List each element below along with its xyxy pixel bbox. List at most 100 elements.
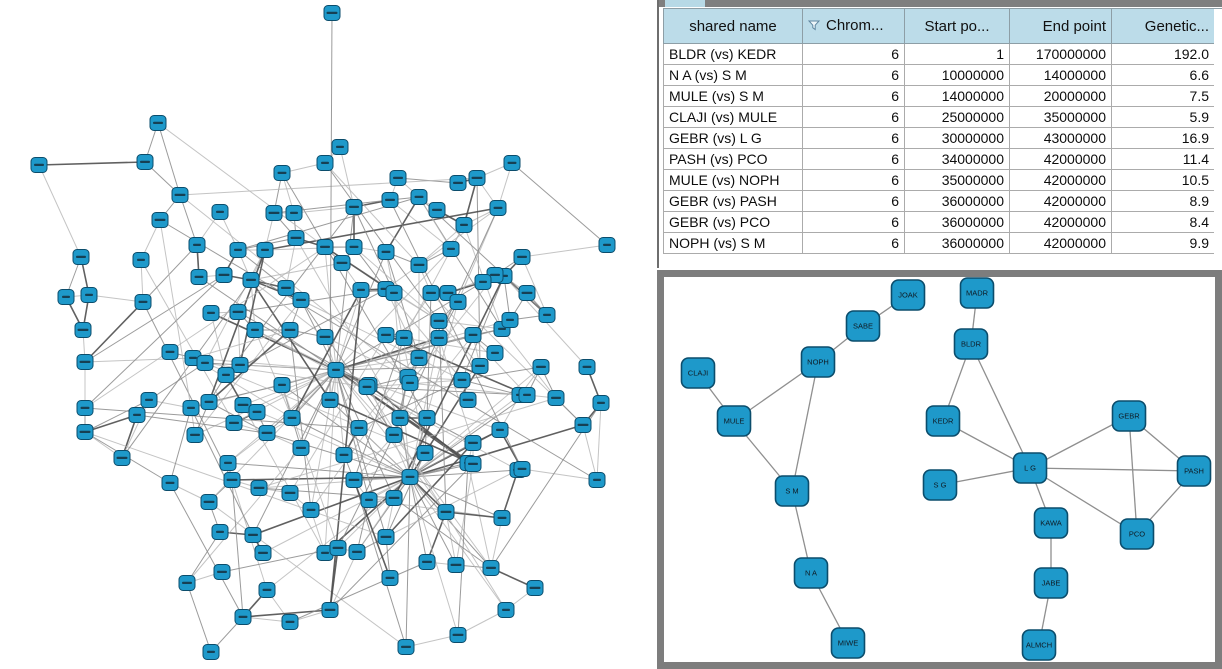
overview-node[interactable] — [428, 202, 446, 218]
overview-node[interactable] — [200, 394, 218, 410]
overview-node[interactable] — [231, 357, 249, 373]
overview-node[interactable] — [360, 492, 378, 508]
detail-node-BLDR[interactable]: BLDR — [953, 328, 989, 360]
overview-node[interactable] — [223, 472, 241, 488]
overview-node[interactable] — [321, 392, 339, 408]
detail-node-LG[interactable]: L G — [1012, 452, 1048, 484]
table-cell[interactable]: 7.5 — [1111, 85, 1215, 107]
detail-edge-BLDR-LG[interactable] — [970, 343, 1031, 469]
overview-node[interactable] — [385, 285, 403, 301]
detail-node-JABE[interactable]: JABE — [1033, 567, 1069, 599]
table-cell[interactable]: 6 — [802, 106, 905, 128]
overview-node[interactable] — [72, 249, 90, 265]
overview-node[interactable] — [57, 289, 75, 305]
table-cell[interactable]: MULE (vs) S M — [663, 85, 803, 107]
overview-node[interactable] — [265, 205, 283, 221]
column-header-0[interactable]: shared name — [663, 8, 803, 44]
overview-node[interactable] — [254, 545, 272, 561]
detail-edge-NOPH-SM[interactable] — [791, 361, 819, 492]
overview-node[interactable] — [578, 359, 596, 375]
overview-node[interactable] — [418, 554, 436, 570]
overview-node[interactable] — [215, 267, 233, 283]
overview-node[interactable] — [538, 307, 556, 323]
table-row[interactable]: MULE (vs) S M 6 14000000 20000000 7.5 — [663, 85, 1215, 107]
overview-node[interactable] — [422, 285, 440, 301]
detail-edge-LG-PCO[interactable] — [1029, 467, 1138, 535]
overview-node[interactable] — [335, 447, 353, 463]
table-cell[interactable]: 8.4 — [1111, 211, 1215, 233]
overview-node[interactable] — [348, 544, 366, 560]
overview-node[interactable] — [229, 304, 247, 320]
table-row[interactable]: NOPH (vs) S M 6 36000000 42000000 9.9 — [663, 232, 1215, 254]
table-cell[interactable]: 6 — [802, 232, 905, 254]
table-cell[interactable]: 35000000 — [904, 169, 1010, 191]
detail-node-SM[interactable]: S M — [774, 475, 810, 507]
overview-node[interactable] — [292, 440, 310, 456]
overview-node[interactable] — [410, 189, 428, 205]
overview-node[interactable] — [592, 395, 610, 411]
overview-node[interactable] — [76, 424, 94, 440]
overview-node[interactable] — [377, 529, 395, 545]
table-cell[interactable]: 192.0 — [1111, 43, 1215, 65]
overview-node[interactable] — [244, 527, 262, 543]
overview-node[interactable] — [242, 272, 260, 288]
overview-node[interactable] — [513, 461, 531, 477]
overview-node[interactable] — [211, 524, 229, 540]
overview-node[interactable] — [292, 292, 310, 308]
overview-node[interactable] — [258, 425, 276, 441]
table-cell[interactable]: 6 — [802, 169, 905, 191]
overview-node[interactable] — [464, 435, 482, 451]
overview-node[interactable] — [430, 330, 448, 346]
table-cell[interactable]: 6 — [802, 43, 905, 65]
overview-node[interactable] — [316, 239, 334, 255]
overview-node[interactable] — [287, 230, 305, 246]
table-cell[interactable]: 6 — [802, 85, 905, 107]
table-cell[interactable]: 11.4 — [1111, 148, 1215, 170]
overview-node[interactable] — [416, 445, 434, 461]
overview-node[interactable] — [532, 359, 550, 375]
table-cell[interactable]: MULE (vs) NOPH — [663, 169, 803, 191]
overview-node[interactable] — [489, 200, 507, 216]
overview-node[interactable] — [491, 422, 509, 438]
overview-node[interactable] — [202, 305, 220, 321]
overview-node[interactable] — [321, 602, 339, 618]
table-cell[interactable]: 42000000 — [1009, 211, 1112, 233]
overview-node[interactable] — [397, 639, 415, 655]
overview-node[interactable] — [449, 294, 467, 310]
overview-node[interactable] — [113, 450, 131, 466]
table-cell[interactable]: 42000000 — [1009, 232, 1112, 254]
overview-node[interactable] — [329, 540, 347, 556]
overview-node[interactable] — [202, 644, 220, 660]
overview-node[interactable] — [140, 392, 158, 408]
table-cell[interactable]: 9.9 — [1111, 232, 1215, 254]
network-overview-canvas[interactable] — [0, 0, 657, 669]
table-cell[interactable]: BLDR (vs) KEDR — [663, 43, 803, 65]
table-cell[interactable]: PASH (vs) PCO — [663, 148, 803, 170]
table-row[interactable]: BLDR (vs) KEDR 6 1 170000000 192.0 — [663, 43, 1215, 65]
table-cell[interactable]: 42000000 — [1009, 169, 1112, 191]
table-cell[interactable]: 36000000 — [904, 232, 1010, 254]
overview-node[interactable] — [331, 139, 349, 155]
overview-node[interactable] — [323, 5, 341, 21]
table-cell[interactable]: 30000000 — [904, 127, 1010, 149]
overview-node[interactable] — [213, 564, 231, 580]
overview-node[interactable] — [302, 502, 320, 518]
table-row[interactable]: MULE (vs) NOPH 6 35000000 42000000 10.5 — [663, 169, 1215, 191]
overview-node[interactable] — [190, 269, 208, 285]
detail-edge-LG-PASH[interactable] — [1029, 467, 1195, 472]
table-cell[interactable]: CLAJI (vs) MULE — [663, 106, 803, 128]
detail-node-SABE[interactable]: SABE — [845, 310, 881, 342]
table-row[interactable]: N A (vs) S M 6 10000000 14000000 6.6 — [663, 64, 1215, 86]
overview-node[interactable] — [186, 427, 204, 443]
overview-node[interactable] — [598, 237, 616, 253]
table-cell[interactable]: 6 — [802, 127, 905, 149]
overview-node[interactable] — [518, 285, 536, 301]
overview-node[interactable] — [132, 252, 150, 268]
overview-node[interactable] — [200, 494, 218, 510]
column-header-1[interactable]: Chrom... — [802, 8, 905, 44]
detail-node-JOAK[interactable]: JOAK — [890, 279, 926, 311]
overview-node[interactable] — [178, 575, 196, 591]
overview-node[interactable] — [234, 609, 252, 625]
overview-node[interactable] — [410, 350, 428, 366]
table-cell[interactable]: 6 — [802, 211, 905, 233]
